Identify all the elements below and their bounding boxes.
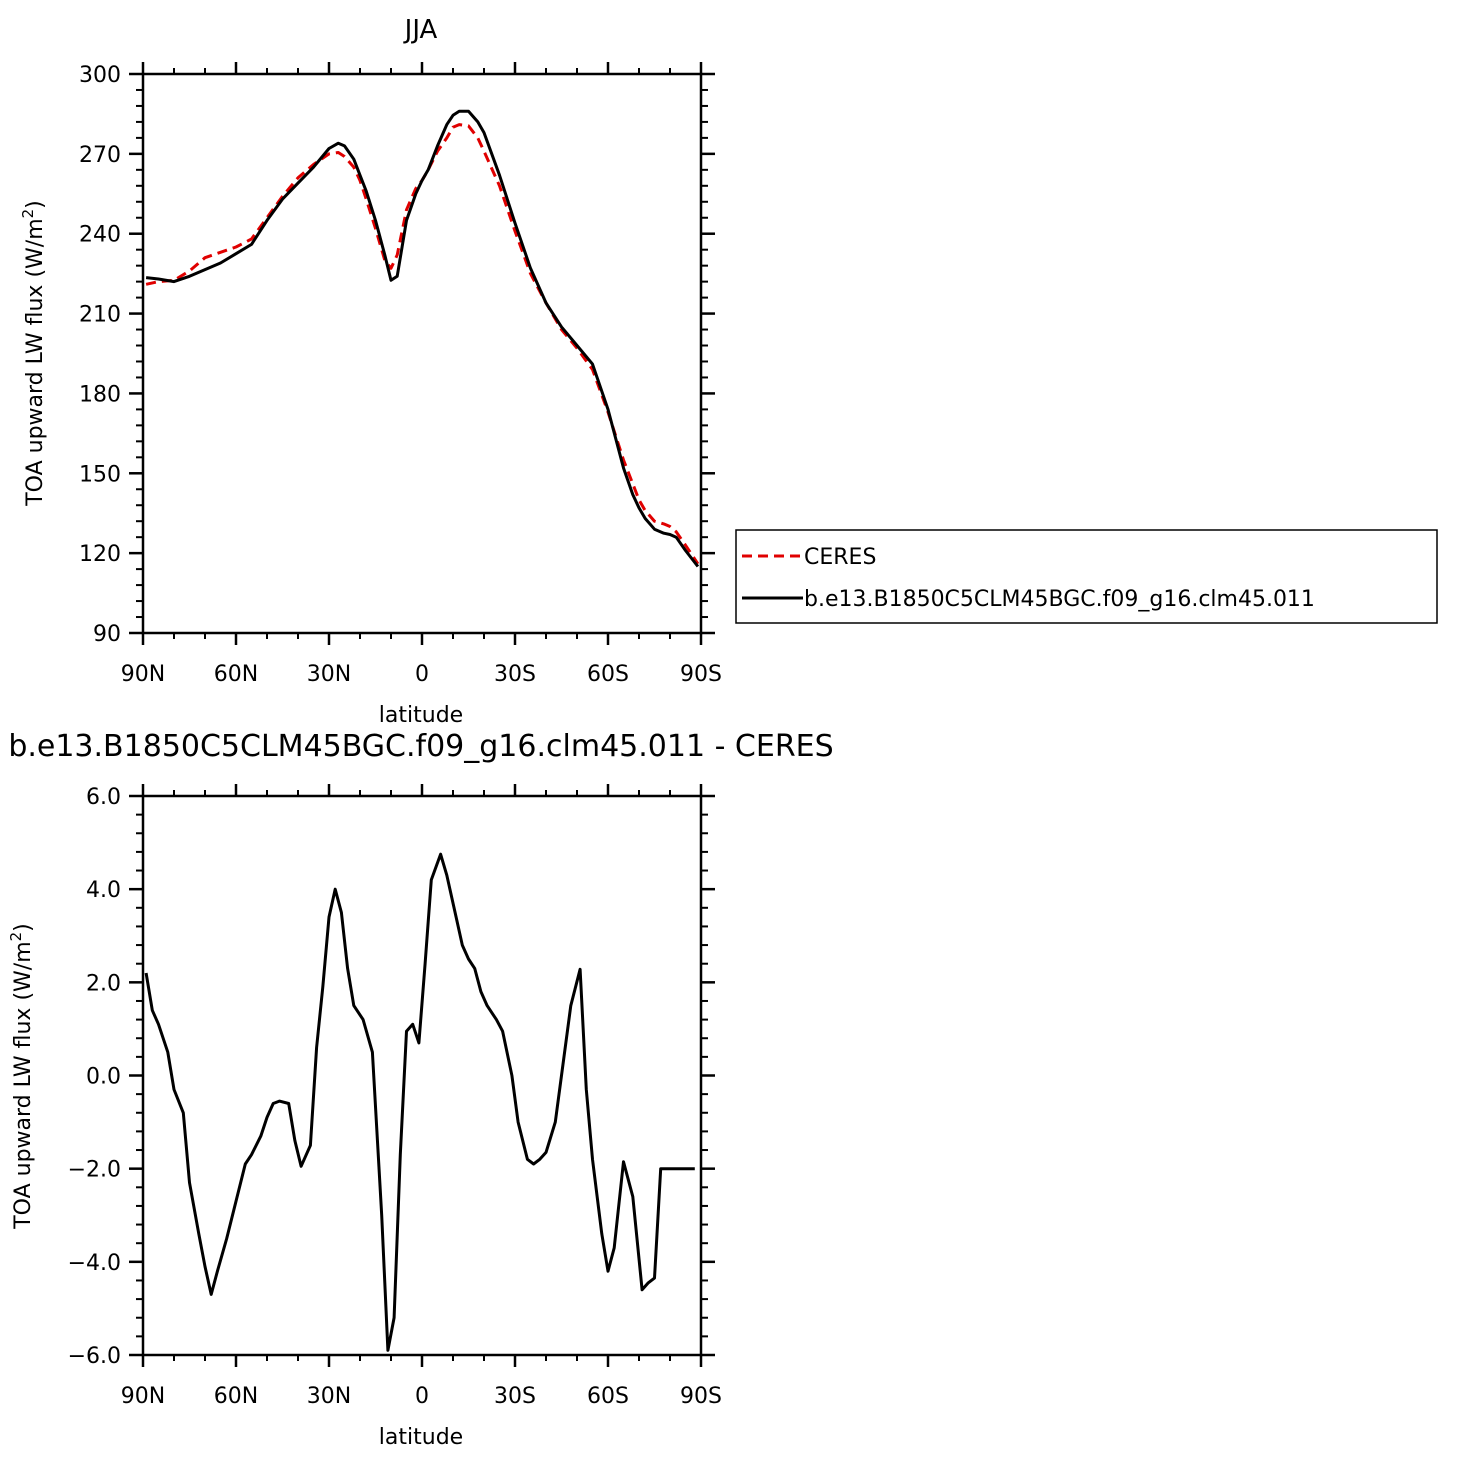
bottom-panel: b.e13.B1850C5CLM45BGC.f09_g16.clm45.011 …	[7, 729, 834, 1450]
top-plot-frame	[141, 72, 703, 635]
bottom-y-tick-label: 2.0	[86, 971, 121, 996]
top-y-axis-label: TOA upward LW flux (W/m2)	[19, 200, 48, 507]
top-x-tick-label: 60N	[214, 662, 258, 687]
top-series-group	[145, 109, 700, 568]
legend-ceres-label: CERES	[804, 545, 876, 570]
top-x-tick-label: 0	[415, 662, 429, 687]
bottom-plot-frame	[141, 794, 703, 1357]
bottom-x-tick-label: 90S	[680, 1384, 722, 1409]
top-y-axis-label-close: )	[23, 200, 48, 209]
bottom-y-axis-label-main: TOA upward LW flux (W/m	[11, 941, 36, 1229]
bottom-x-axis-label: latitude	[379, 1425, 463, 1450]
bottom-y-axis-label-close: )	[11, 923, 36, 932]
top-panel: JJA 90N 60N 30N 0 30S 60S 90S 90 120 150 180 210 240…	[19, 15, 722, 728]
top-y-tick-label: 300	[79, 63, 121, 88]
top-y-tick-label: 240	[79, 223, 121, 248]
bottom-axes-group: 90N 60N 30N 0 30S 60S 90S −6.0 −4.0 −2.0 0.0 2.0 4.0…	[68, 784, 722, 1409]
bottom-x-tick-label: 0	[415, 1384, 429, 1409]
bottom-series-line-0	[144, 852, 695, 1352]
bottom-x-tick-label: 60S	[587, 1384, 629, 1409]
top-y-axis-label-sup: 2	[19, 209, 37, 219]
top-y-tick-label: 90	[93, 622, 121, 647]
top-x-tick-label: 60S	[587, 662, 629, 687]
top-y-tick-label: 150	[79, 462, 121, 487]
bottom-series-group	[144, 852, 695, 1352]
top-x-tick-label: 90S	[680, 662, 722, 687]
bottom-y-tick-label: −4.0	[68, 1251, 121, 1276]
legend: CERES b.e13.B1850C5CLM45BGC.f09_g16.clm4…	[735, 529, 1438, 624]
bottom-x-tick-label: 30S	[494, 1384, 536, 1409]
bottom-y-tick-label: 0.0	[86, 1065, 121, 1090]
bottom-y-axis-label: TOA upward LW flux (W/m2)	[7, 923, 36, 1230]
bottom-y-tick-label: 4.0	[86, 878, 121, 903]
legend-box	[735, 529, 1438, 624]
top-series-line-0	[145, 123, 700, 565]
bottom-x-tick-label: 60N	[214, 1384, 258, 1409]
bottom-x-tick-label: 90N	[121, 1384, 165, 1409]
top-x-axis-label: latitude	[379, 703, 463, 728]
top-y-tick-label: 270	[79, 143, 121, 168]
top-x-tick-label: 30N	[307, 662, 351, 687]
bottom-x-tick-label: 30N	[307, 1384, 351, 1409]
top-panel-title: JJA	[403, 15, 438, 45]
top-axes-group: 90N 60N 30N 0 30S 60S 90S 90 120 150 180 210 240 270 3…	[79, 62, 722, 687]
bottom-y-tick-label: −6.0	[68, 1344, 121, 1369]
top-x-tick-label: 90N	[121, 662, 165, 687]
bottom-y-tick-label: 6.0	[86, 785, 121, 810]
top-x-tick-label: 30S	[494, 662, 536, 687]
bottom-y-tick-label: −2.0	[68, 1158, 121, 1183]
top-y-tick-label: 120	[79, 542, 121, 567]
top-series-line-1	[145, 109, 700, 568]
bottom-panel-title: b.e13.B1850C5CLM45BGC.f09_g16.clm45.011 …	[8, 729, 833, 764]
top-y-axis-label-main: TOA upward LW flux (W/m	[23, 218, 48, 506]
top-y-tick-label: 180	[79, 382, 121, 407]
bottom-y-axis-label-sup: 2	[7, 932, 25, 942]
legend-model-label: b.e13.B1850C5CLM45BGC.f09_g16.clm45.011	[804, 587, 1315, 612]
top-y-tick-label: 210	[79, 303, 121, 328]
